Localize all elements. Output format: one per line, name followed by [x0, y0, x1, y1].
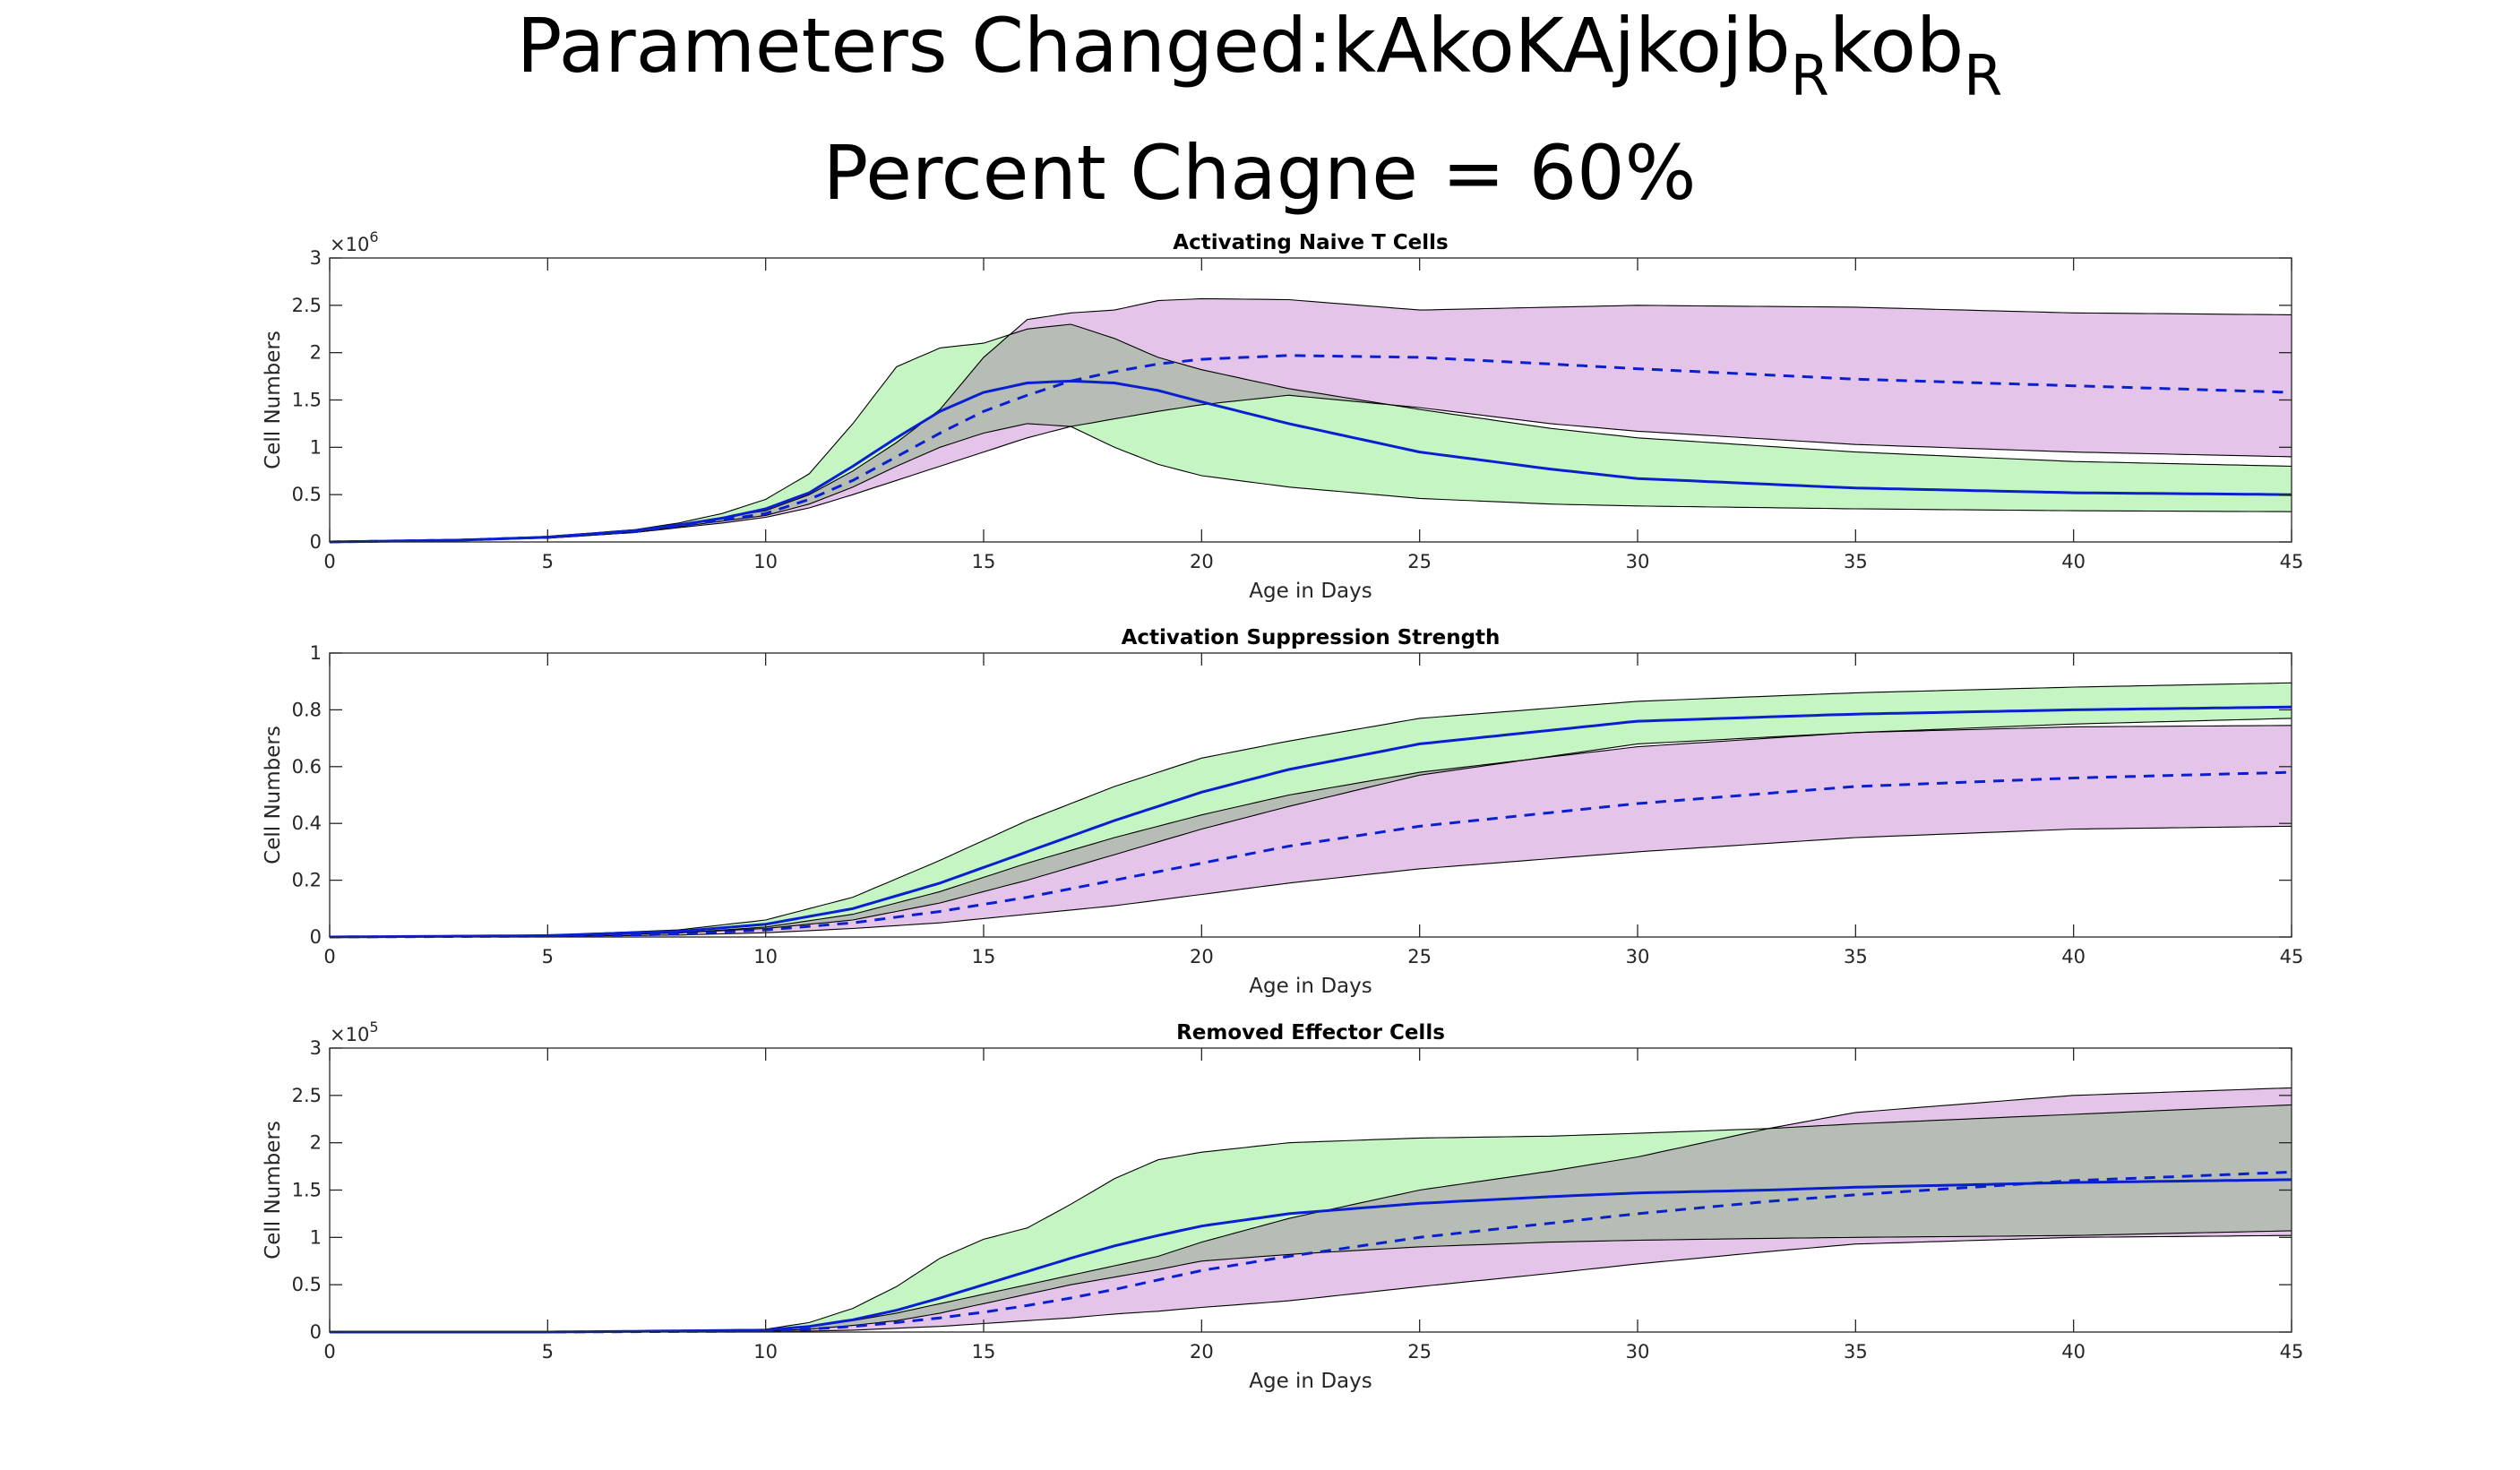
x-tick-label: 45 [2280, 1341, 2304, 1363]
series-line-dashed [330, 770, 2292, 939]
x-tick-label: 40 [2061, 946, 2086, 967]
x-tick-label: 15 [972, 946, 996, 967]
figure-subtitle: Percent Chagne = 60% [823, 129, 1697, 217]
purple-band [330, 725, 2292, 937]
subplot-2: 0 5 10 15 20 25 30 35 40 45 0 0.2 0.4 0.6 0.8 1 Activati… [262, 626, 2303, 998]
y-tick-label: 2.5 [292, 295, 322, 316]
purple-band [330, 298, 2292, 542]
y-tick-label: 2.5 [292, 1085, 322, 1106]
x-tick-label: 25 [1407, 1341, 1432, 1363]
y-tick-label: 0.4 [292, 812, 322, 834]
x-tick-label: 0 [323, 946, 335, 967]
subplot-title: Activation Suppression Strength [1122, 626, 1501, 649]
y-tick-label: 1 [310, 642, 322, 664]
subplot-title: Activating Naive T Cells [1173, 231, 1448, 254]
y-tick-label: 3 [310, 247, 322, 269]
x-tick-label: 40 [2061, 1341, 2086, 1363]
y-axis-label: Cell Numbers [262, 331, 285, 469]
y-tick-label: 1 [310, 436, 322, 458]
x-tick-label: 20 [1190, 551, 1214, 572]
x-axis-label: Age in Days [1249, 1370, 1372, 1393]
x-tick-label: 35 [1844, 551, 1868, 572]
band-edge-line [329, 394, 2292, 543]
x-axis-label: Age in Days [1249, 580, 1372, 603]
y-tick-label: 0.6 [292, 756, 322, 778]
y-tick-label: 2 [310, 1132, 322, 1154]
x-tick-label: 35 [1844, 1341, 1868, 1363]
x-axis-label: Age in Days [1249, 975, 1372, 998]
figure-title-prefix: Parameters Changed: [517, 2, 1333, 90]
figure-title-subscript: R [1964, 43, 2002, 108]
x-tick-label: 20 [1190, 1341, 1214, 1363]
x-tick-label: 10 [753, 1341, 778, 1363]
x-tick-label: 30 [1626, 946, 1650, 967]
y-exponent-label: ×105 [330, 1019, 379, 1045]
y-tick-label: 0.5 [292, 1274, 322, 1295]
y-tick-label: 0.8 [292, 699, 322, 720]
y-tick-label: 0 [310, 926, 322, 948]
x-tick-label: 10 [753, 946, 778, 967]
x-tick-label: 15 [972, 1341, 996, 1363]
x-tick-label: 30 [1626, 551, 1650, 572]
figure-title: Parameters Changed:kAkoKAjkojbRkobR [517, 2, 2003, 108]
x-tick-label: 45 [2280, 946, 2304, 967]
x-tick-label: 0 [323, 551, 335, 572]
x-tick-label: 20 [1190, 946, 1214, 967]
y-tick-label: 0 [310, 531, 322, 553]
figure-title-part: kob [1829, 2, 1964, 90]
x-tick-label: 15 [972, 551, 996, 572]
x-tick-label: 30 [1626, 1341, 1650, 1363]
y-tick-label: 2 [310, 342, 322, 364]
overlap-band [330, 1105, 2292, 1332]
figure-title-part: kAkoKAjkojb [1332, 2, 1790, 90]
x-tick-label: 45 [2280, 551, 2304, 572]
y-axis-label: Cell Numbers [262, 726, 285, 864]
y-tick-label: 1.5 [292, 1180, 322, 1201]
figure-title-subscript: R [1791, 43, 1829, 108]
y-tick-label: 0.5 [292, 484, 322, 505]
subplot-3: 0 5 10 15 20 25 30 35 40 45 0 0.5 1 1.5 2 2.5 3 ×105 Remov… [262, 1019, 2303, 1393]
y-axis-label: Cell Numbers [262, 1121, 285, 1259]
subplot-title: Removed Effector Cells [1176, 1021, 1445, 1044]
x-tick-label: 5 [542, 946, 554, 967]
x-tick-label: 5 [542, 1341, 554, 1363]
axes-box [329, 652, 2292, 938]
subplot-1: 0 5 10 15 20 25 30 35 40 45 0 0.5 1 1.5 2 2.5 3 ×106 Activ… [262, 228, 2303, 603]
y-tick-label: 1.5 [292, 390, 322, 411]
y-tick-label: 3 [310, 1037, 322, 1059]
y-tick-label: 1 [310, 1226, 322, 1248]
x-tick-label: 25 [1407, 946, 1432, 967]
series-line-dashed [329, 354, 2292, 544]
x-tick-label: 25 [1407, 551, 1432, 572]
x-tick-label: 0 [323, 1341, 335, 1363]
y-tick-label: 0.2 [292, 870, 322, 891]
series-line-solid [329, 705, 2292, 939]
y-exponent-label: ×106 [330, 228, 379, 255]
x-tick-label: 5 [542, 551, 554, 572]
x-tick-label: 35 [1844, 946, 1868, 967]
y-tick-label: 0 [310, 1321, 322, 1343]
x-tick-label: 40 [2061, 551, 2086, 572]
x-tick-label: 10 [753, 551, 778, 572]
